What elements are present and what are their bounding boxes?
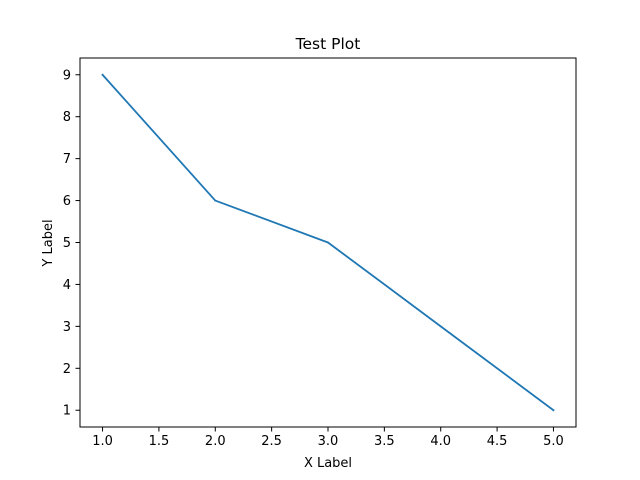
- y-tick-label: 6: [63, 194, 71, 209]
- x-tick-label: 3.5: [374, 434, 395, 449]
- x-tick-label: 2.5: [261, 434, 282, 449]
- x-axis: 1.0 1.5 2.0 2.5 3.0 3.5 4.0 4.5 5.0: [92, 427, 564, 449]
- x-tick-label: 5.0: [543, 434, 564, 449]
- y-tick-label: 7: [63, 152, 71, 167]
- y-axis-label: Y Label: [41, 219, 56, 267]
- y-tick-label: 4: [63, 278, 71, 293]
- data-point: [214, 199, 217, 202]
- chart-title: Test Plot: [295, 35, 361, 53]
- y-axis: 1 2 3 4 5 6 7 8 9: [63, 68, 80, 419]
- y-tick-label: 5: [63, 236, 71, 251]
- x-tick-label: 3.0: [318, 434, 339, 449]
- y-tick-label: 9: [63, 68, 71, 83]
- y-tick-label: 2: [63, 362, 71, 377]
- x-tick-label: 1.0: [92, 434, 113, 449]
- x-tick-label: 2.0: [205, 434, 226, 449]
- data-point: [552, 409, 555, 412]
- x-tick-label: 1.5: [149, 434, 170, 449]
- y-tick-label: 3: [63, 320, 71, 335]
- data-point: [327, 241, 329, 244]
- data-point: [439, 325, 442, 328]
- x-axis-label: X Label: [304, 456, 352, 471]
- x-tick-label: 4.0: [430, 434, 451, 449]
- y-tick-label: 8: [63, 110, 71, 125]
- data-point: [101, 73, 104, 76]
- y-tick-label: 1: [63, 404, 71, 419]
- series-layer: [101, 73, 555, 412]
- x-tick-label: 4.5: [487, 434, 508, 449]
